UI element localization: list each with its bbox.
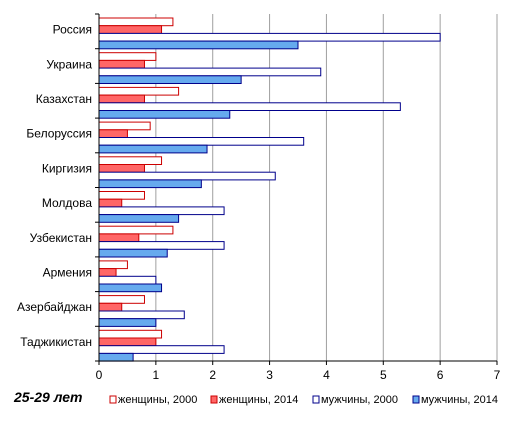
bar bbox=[98, 121, 151, 131]
bar bbox=[98, 102, 401, 112]
bar bbox=[98, 352, 134, 362]
category-label: Молдова bbox=[42, 196, 92, 210]
legend-swatch bbox=[312, 395, 320, 404]
bar bbox=[98, 329, 163, 339]
category-labels: Россия Украина Казахстан Белоруссия Киргизия… bbox=[17, 23, 92, 349]
category-label: Белоруссия bbox=[26, 127, 92, 141]
bar bbox=[98, 110, 231, 119]
x-tick-label: 6 bbox=[437, 368, 444, 382]
x-tick-label: 5 bbox=[380, 368, 387, 382]
legend-label: женщины, 2014 bbox=[219, 394, 298, 406]
bar bbox=[98, 302, 123, 312]
category-label: Киргизия bbox=[42, 161, 92, 175]
bar bbox=[98, 171, 276, 181]
gridlines bbox=[155, 14, 498, 361]
bar bbox=[98, 156, 163, 166]
x-tick-label: 2 bbox=[209, 368, 216, 382]
bar bbox=[98, 86, 180, 96]
x-tick-label: 4 bbox=[323, 368, 330, 382]
bar bbox=[98, 52, 157, 61]
x-tick-label: 3 bbox=[266, 368, 273, 382]
bar bbox=[98, 268, 117, 277]
legend-label: мужчины, 2000 bbox=[321, 394, 398, 406]
chart-caption: 25-29 лет bbox=[13, 389, 82, 405]
bar bbox=[98, 67, 322, 77]
bar bbox=[98, 248, 168, 258]
category-label: Россия bbox=[53, 23, 92, 37]
bar bbox=[98, 40, 299, 50]
bar bbox=[98, 129, 128, 139]
bar bbox=[98, 337, 157, 347]
legend-swatch bbox=[210, 395, 218, 404]
bar bbox=[98, 17, 174, 27]
bar bbox=[98, 345, 225, 354]
category-label: Азербайджан bbox=[17, 300, 92, 314]
bar bbox=[98, 295, 145, 304]
x-tick-labels: 0 1 2 3 4 5 6 7 bbox=[96, 368, 501, 382]
bar bbox=[98, 94, 145, 104]
category-label: Украина bbox=[46, 57, 92, 71]
legend-label: женщины, 2000 bbox=[118, 394, 197, 406]
category-label: Казахстан bbox=[36, 92, 92, 106]
x-tick-label: 0 bbox=[96, 368, 103, 382]
legend-label: мужчины, 2014 bbox=[421, 394, 498, 406]
bar bbox=[98, 225, 174, 235]
legend-swatch bbox=[109, 395, 117, 404]
bar bbox=[98, 275, 157, 285]
category-label: Армения bbox=[43, 265, 92, 279]
axes bbox=[95, 13, 498, 365]
bar bbox=[98, 137, 305, 146]
x-tick-label: 7 bbox=[494, 368, 501, 382]
bar bbox=[98, 214, 180, 223]
bar bbox=[98, 206, 225, 216]
bar bbox=[98, 75, 242, 85]
x-tick-label: 1 bbox=[153, 368, 160, 382]
bar bbox=[98, 233, 140, 243]
category-label: Таджикистан bbox=[20, 335, 92, 349]
legend-swatch bbox=[412, 395, 420, 404]
legend: женщины, 2000 женщины, 2014 мужчины, 2000 м… bbox=[109, 394, 498, 406]
bar bbox=[98, 164, 145, 173]
bar bbox=[98, 318, 157, 327]
bar bbox=[98, 25, 163, 34]
bar bbox=[98, 179, 202, 189]
category-label: Узбекистан bbox=[30, 231, 92, 245]
bar bbox=[98, 32, 441, 42]
bar bbox=[98, 144, 208, 154]
bar bbox=[98, 59, 145, 69]
bar bbox=[98, 310, 185, 320]
bar bbox=[98, 241, 225, 250]
bar bbox=[98, 191, 145, 200]
bar bbox=[98, 198, 123, 208]
bar bbox=[98, 260, 128, 270]
bar bbox=[98, 283, 163, 293]
